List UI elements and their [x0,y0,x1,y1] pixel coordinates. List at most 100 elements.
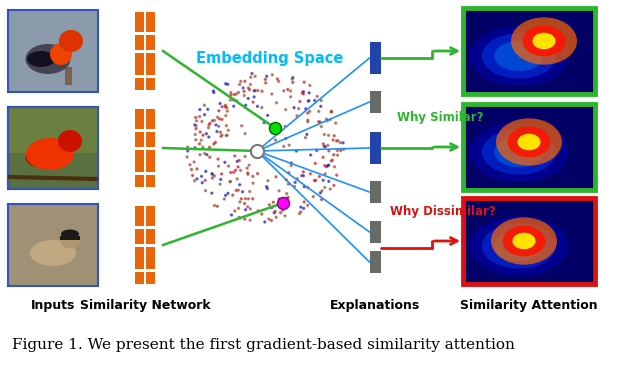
Point [267,91,277,97]
Bar [145,150,154,172]
Point [303,98,314,104]
Point [182,144,193,150]
Point [335,140,346,146]
Ellipse shape [494,137,544,167]
Bar [369,42,381,74]
Point [196,137,206,143]
Point [315,119,325,125]
Point [252,148,262,154]
Point [303,117,313,123]
Point [190,145,200,151]
Point [209,141,219,147]
Bar [134,272,143,284]
Point [237,123,247,129]
Point [243,196,253,202]
Point [282,190,292,197]
Point [297,90,307,96]
Point [314,174,324,180]
Point [278,143,289,149]
Bar [8,107,98,189]
Point [191,137,201,143]
Point [245,81,255,88]
Text: Figure 1. We present the first gradient-based similarity attention: Figure 1. We present the first gradient-… [12,338,515,352]
Point [236,167,246,174]
Point [223,190,233,197]
Point [199,102,209,108]
Point [266,217,276,223]
Ellipse shape [26,148,61,168]
Point [223,81,233,88]
Point [296,204,306,210]
Point [195,152,205,158]
Point [185,162,195,168]
Ellipse shape [502,226,545,257]
Point [266,125,276,131]
Point [316,103,326,109]
Bar [8,107,98,153]
Point [292,113,302,119]
Point [220,104,230,110]
Point [325,186,335,192]
Point [225,178,236,184]
Point [252,170,262,177]
Point [299,199,309,205]
Point [292,175,303,182]
Point [270,125,280,131]
Point [280,213,290,219]
Point [289,104,299,111]
Point [244,162,254,168]
Point [209,173,220,179]
Ellipse shape [518,134,541,150]
Point [231,91,241,97]
Point [299,184,309,190]
Bar [145,272,154,284]
Ellipse shape [60,232,80,248]
Point [228,169,239,175]
Point [299,79,309,85]
Point [233,89,243,96]
Point [282,195,292,201]
Point [221,122,232,129]
Point [228,96,239,103]
Point [213,156,223,162]
Point [301,106,311,112]
Point [326,108,337,114]
Text: Inputs: Inputs [31,299,75,312]
Point [290,179,300,185]
Point [257,104,267,111]
Point [242,165,252,171]
Point [250,73,260,79]
Point [257,211,267,217]
Point [217,132,227,138]
Point [229,91,239,98]
Point [304,90,314,96]
Point [310,177,321,184]
Point [217,104,227,110]
Point [245,217,255,223]
Point [221,192,231,199]
Point [278,88,289,94]
Point [316,124,326,130]
Point [244,86,255,93]
Point [239,93,250,99]
Point [310,161,321,167]
Ellipse shape [58,130,82,152]
Point [310,98,320,104]
Point [287,76,298,82]
Point [205,120,215,126]
Point [327,157,337,163]
Point [303,119,313,125]
Point [243,95,253,101]
Point [225,179,236,185]
Bar [369,221,381,243]
Point [212,114,223,120]
Point [303,184,313,190]
Bar [134,150,143,172]
Point [335,147,346,154]
Ellipse shape [482,33,556,79]
Point [241,196,251,202]
Point [240,216,250,222]
Point [234,157,244,164]
Point [253,208,263,214]
Bar [134,229,143,244]
